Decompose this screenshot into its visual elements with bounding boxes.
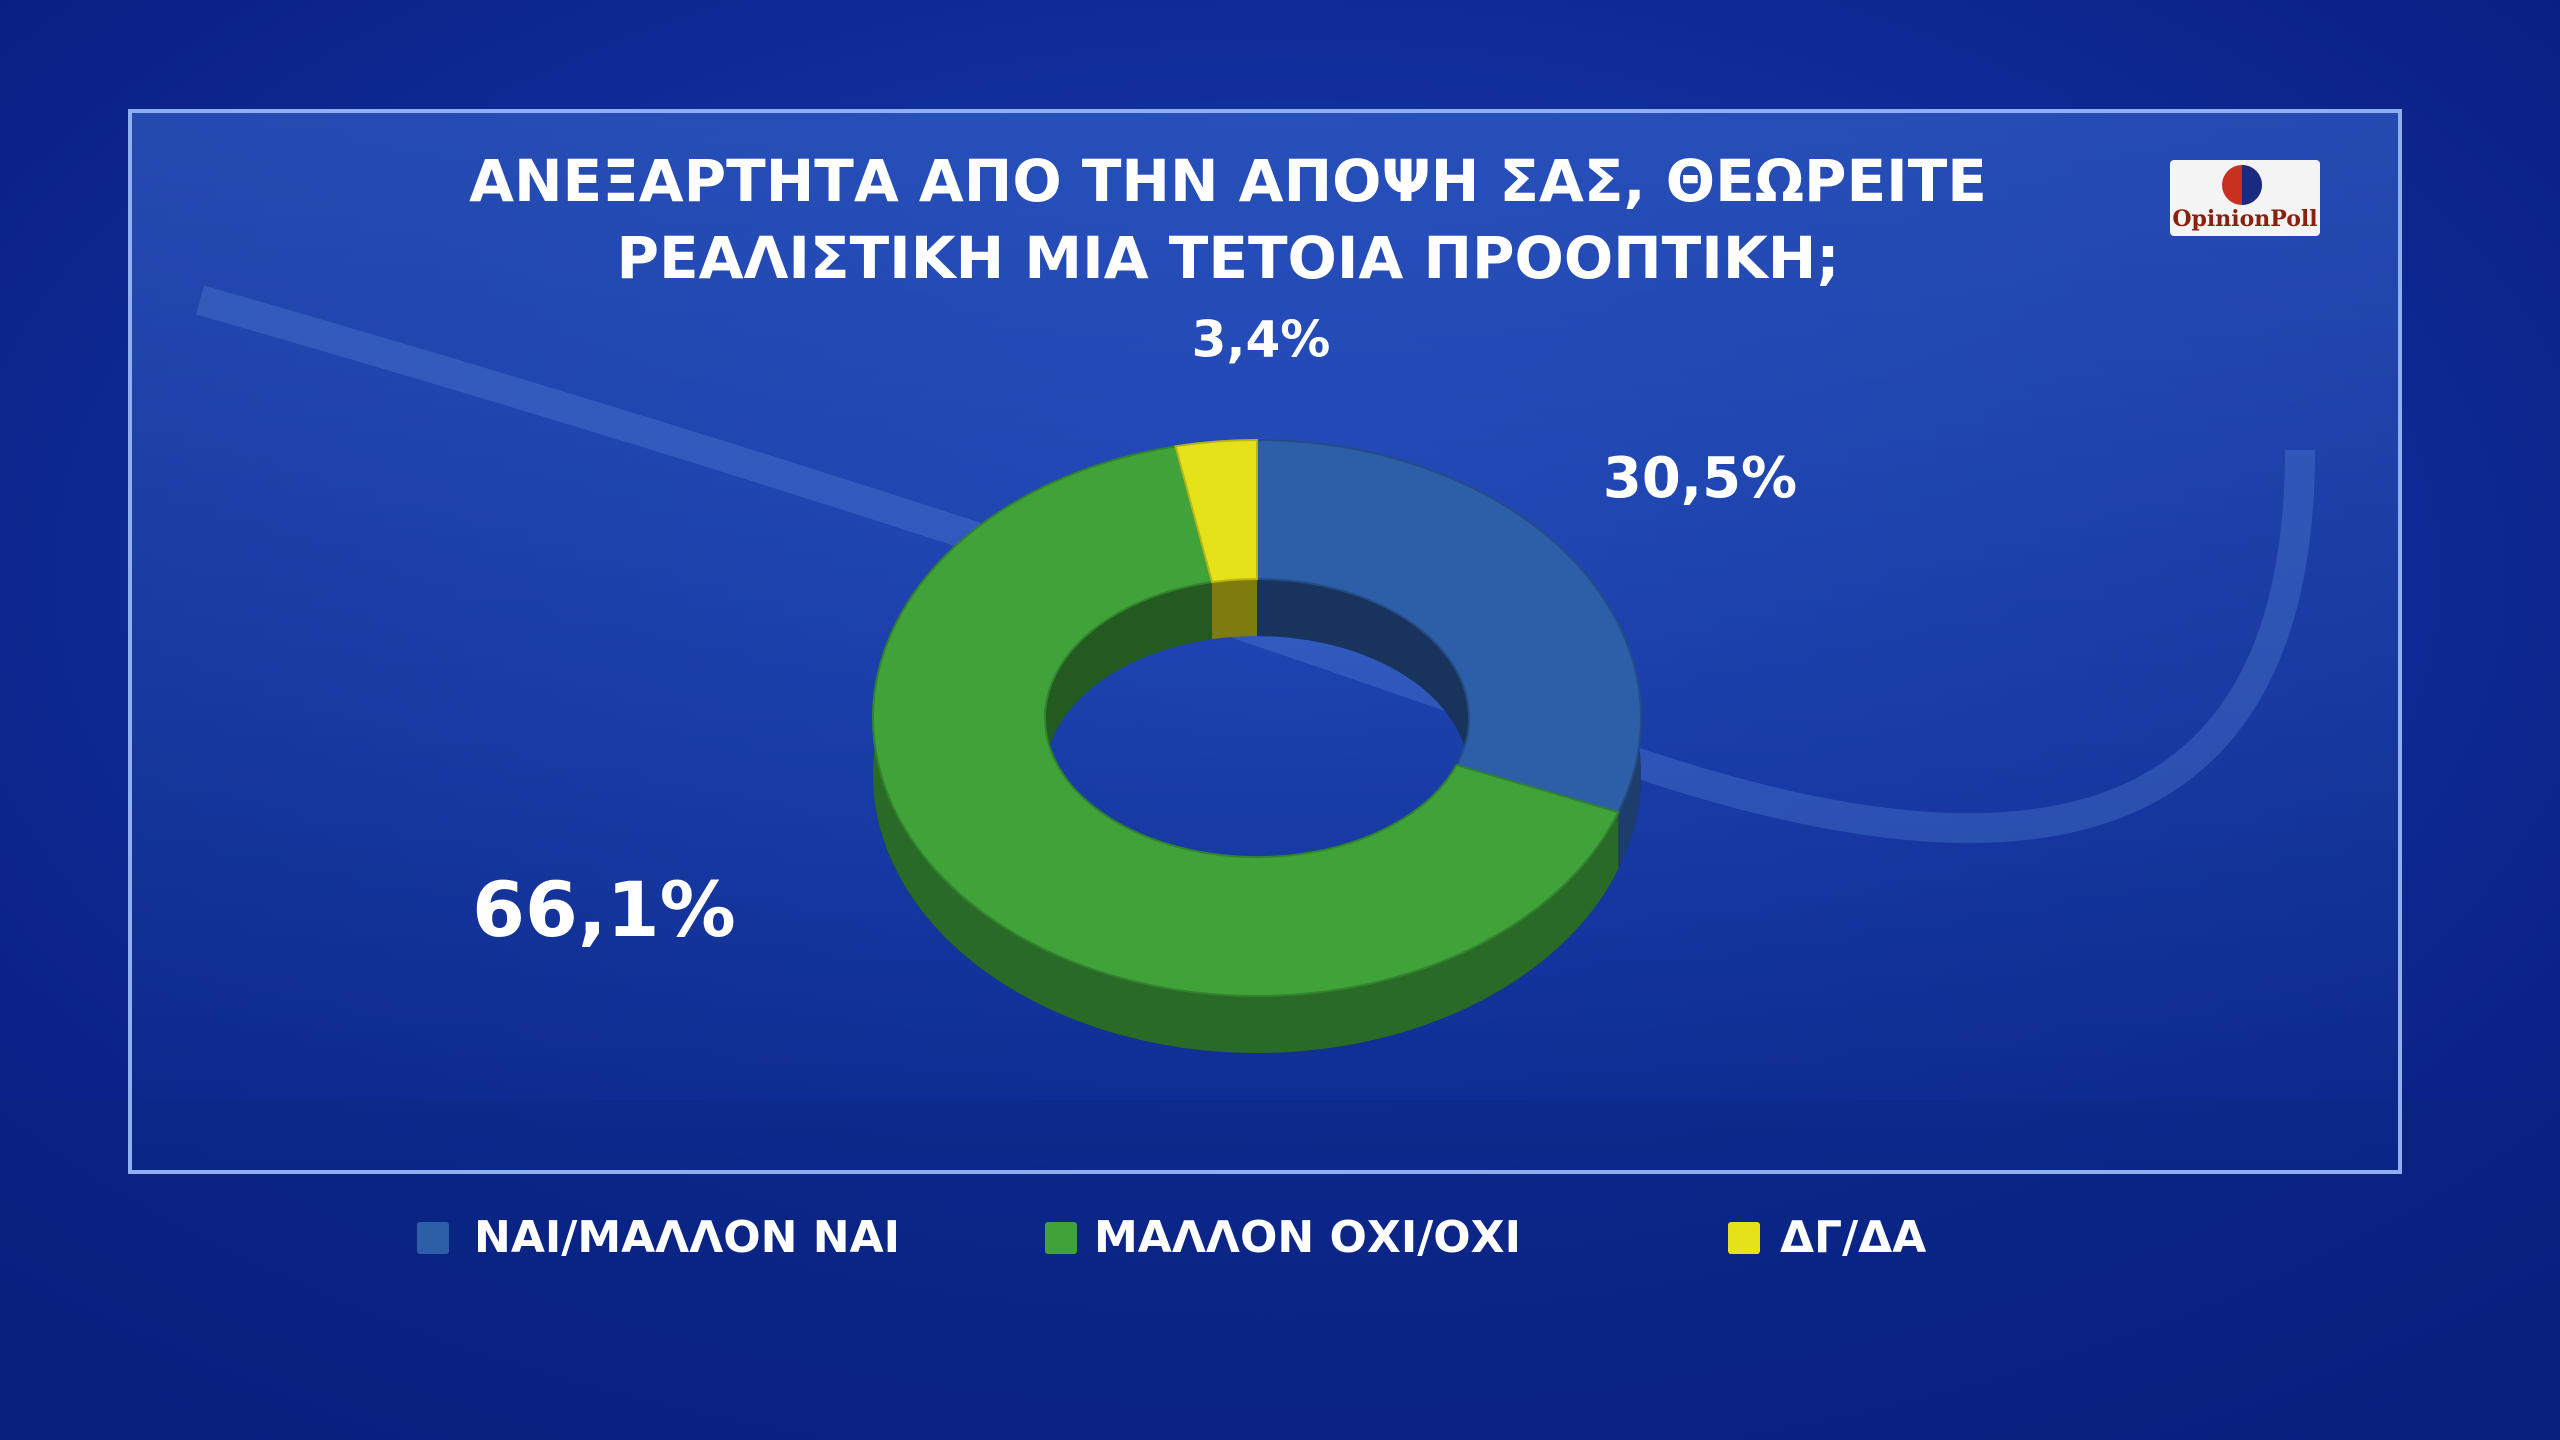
data-label: 66,1% (472, 865, 736, 954)
slice (1174, 438, 1258, 584)
legend-swatch (1045, 1222, 1077, 1254)
data-label: 3,4% (1192, 311, 1331, 369)
legend-label: ΝΑΙ/ΜΑΛΛΟΝ ΝΑΙ (474, 1212, 900, 1263)
logo-text: OpinionPoll (2172, 206, 2317, 232)
slice-inner-wall (1257, 579, 1469, 823)
chart-title: ΡΕΑΛΙΣΤΙΚΗ ΜΙΑ ΤΕΤΟΙΑ ΠΡΟΟΠΤΙΚΗ; (616, 224, 1839, 292)
chart-title: ΑΝΕΞΑΡΤΗΤΑ ΑΠΟ ΤΗΝ ΑΠΟΨΗ ΣΑΣ, ΘΕΩΡΕΙΤΕ (469, 147, 1987, 215)
slice-inner-wall (1212, 579, 1257, 640)
legend-label: ΜΑΛΛΟΝ ΟΧΙ/ΟΧΙ (1094, 1212, 1521, 1263)
logo-icon (2242, 165, 2262, 205)
slice (1256, 438, 1642, 814)
slice (872, 445, 1620, 997)
data-label: 30,5% (1603, 446, 1797, 511)
legend-label: ΔΓ/ΔΑ (1780, 1212, 1926, 1263)
legend-swatch (1728, 1222, 1760, 1254)
legend-swatch (417, 1222, 449, 1254)
